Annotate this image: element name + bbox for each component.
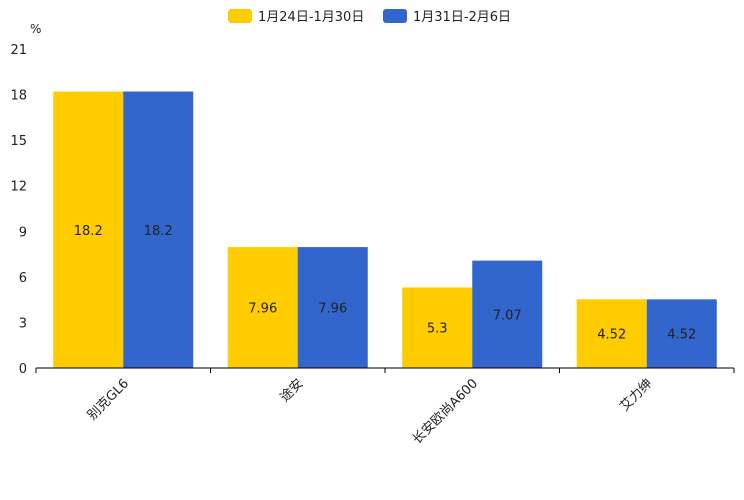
bar (472, 260, 543, 368)
y-tick-label: 9 (19, 225, 27, 240)
data-label: 7.96 (248, 302, 277, 317)
data-label: 7.96 (318, 302, 347, 317)
bar (297, 247, 368, 368)
legend: 1月24日-1月30日 1月31日-2月6日 (228, 9, 511, 25)
data-label: 18.2 (74, 224, 103, 239)
bar (402, 287, 473, 368)
data-label: 18.2 (144, 224, 173, 239)
x-axis: 别克GL6 途安 长安欧尚A600 艾力绅 (35, 367, 735, 447)
x-tick-label: 别克GL6 (85, 376, 132, 423)
legend-label: 1月24日-1月30日 (258, 10, 364, 25)
bar (53, 91, 124, 369)
data-label: 5.3 (427, 322, 448, 337)
x-tick-label: 艾力绅 (617, 376, 655, 414)
x-tick-label: 长安欧尚A600 (410, 376, 481, 447)
y-axis-unit-label: % (30, 22, 41, 36)
bar (227, 247, 298, 368)
y-tick-label: 6 (19, 271, 27, 286)
x-tick-label: 途安 (277, 376, 307, 406)
bar (123, 91, 194, 369)
y-tick-label: 3 (19, 316, 27, 331)
y-tick-label: 21 (10, 43, 27, 58)
data-label: 4.52 (597, 328, 626, 343)
legend-label: 1月31日-2月6日 (413, 10, 511, 25)
y-tick-label: 15 (10, 134, 27, 149)
y-tick-label: 0 (19, 362, 27, 377)
legend-swatch (383, 9, 407, 23)
y-tick-label: 18 (10, 89, 27, 104)
data-label: 7.07 (493, 308, 522, 323)
data-label: 4.52 (667, 328, 696, 343)
legend-swatch (228, 9, 252, 23)
bars: 18.2 18.2 7.96 7.96 5.3 7.07 4.52 4.52 (53, 91, 717, 369)
bar (646, 299, 717, 368)
y-tick-label: 12 (10, 180, 27, 195)
y-axis: 0 3 6 9 12 15 18 21 (10, 43, 27, 377)
bar (576, 299, 647, 368)
